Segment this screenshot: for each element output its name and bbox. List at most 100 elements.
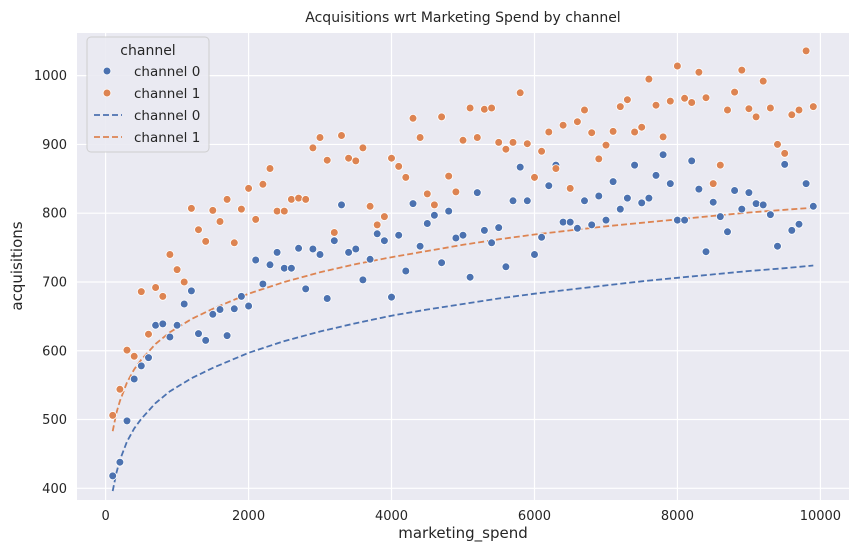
point-channel-1 bbox=[794, 105, 804, 115]
point-channel-1 bbox=[658, 132, 668, 142]
point-channel-1 bbox=[737, 65, 747, 75]
point-channel-0 bbox=[694, 184, 704, 194]
point-channel-1 bbox=[687, 98, 696, 107]
point-channel-0 bbox=[515, 162, 525, 172]
point-channel-0 bbox=[394, 230, 404, 240]
point-channel-1 bbox=[351, 156, 361, 166]
point-channel-1 bbox=[544, 127, 554, 137]
point-channel-0 bbox=[151, 320, 160, 330]
point-channel-1 bbox=[515, 88, 525, 98]
point-channel-0 bbox=[472, 188, 482, 197]
point-channel-1 bbox=[487, 103, 496, 113]
point-channel-1 bbox=[766, 103, 775, 113]
legend-marker bbox=[102, 88, 112, 98]
point-channel-1 bbox=[301, 195, 311, 204]
point-channel-0 bbox=[194, 329, 203, 338]
point-channel-1 bbox=[129, 351, 139, 361]
point-channel-1 bbox=[122, 345, 132, 355]
point-channel-1 bbox=[494, 138, 504, 147]
point-channel-1 bbox=[108, 411, 117, 420]
point-channel-1 bbox=[680, 94, 689, 103]
point-channel-0 bbox=[594, 191, 604, 201]
point-channel-1 bbox=[222, 195, 232, 204]
point-channel-0 bbox=[287, 263, 296, 273]
point-channel-1 bbox=[401, 173, 411, 182]
point-channel-0 bbox=[430, 211, 439, 220]
point-channel-1 bbox=[715, 160, 725, 170]
point-channel-1 bbox=[430, 200, 439, 210]
point-channel-1 bbox=[480, 105, 489, 114]
point-channel-0 bbox=[437, 258, 446, 268]
point-channel-0 bbox=[608, 177, 618, 186]
x-tick-label: 4000 bbox=[375, 509, 408, 524]
point-channel-0 bbox=[358, 275, 368, 285]
x-tick-labels: 0 2000 4000 6000 8000 10000 bbox=[101, 509, 841, 524]
point-channel-0 bbox=[787, 226, 797, 235]
point-channel-1 bbox=[580, 105, 589, 115]
legend-entries: channel 0 channel 1 channel 0 channel 1 bbox=[94, 64, 200, 146]
point-channel-0 bbox=[630, 160, 639, 170]
point-channel-0 bbox=[294, 244, 303, 253]
legend-label: channel 0 bbox=[134, 108, 200, 124]
point-channel-0 bbox=[165, 332, 175, 342]
point-channel-0 bbox=[730, 186, 739, 195]
point-channel-1 bbox=[472, 133, 482, 142]
point-channel-1 bbox=[508, 138, 518, 147]
point-channel-0 bbox=[708, 197, 718, 207]
point-channel-1 bbox=[394, 162, 404, 171]
point-channel-1 bbox=[723, 105, 732, 115]
point-channel-1 bbox=[787, 110, 797, 120]
point-channel-0 bbox=[187, 286, 196, 296]
point-channel-0 bbox=[380, 236, 389, 246]
point-channel-0 bbox=[230, 304, 239, 314]
point-channel-1 bbox=[251, 215, 261, 224]
x-tick-label: 6000 bbox=[518, 509, 551, 524]
point-channel-1 bbox=[587, 128, 596, 138]
point-channel-0 bbox=[387, 292, 396, 302]
point-channel-1 bbox=[808, 102, 818, 111]
point-channel-0 bbox=[766, 210, 775, 219]
point-channel-1 bbox=[644, 74, 654, 84]
y-tick-label: 600 bbox=[42, 344, 67, 359]
point-channel-1 bbox=[558, 120, 568, 130]
point-channel-1 bbox=[372, 220, 382, 230]
x-axis-label: marketing_spend bbox=[398, 524, 528, 543]
point-channel-0 bbox=[301, 284, 311, 294]
point-channel-1 bbox=[630, 127, 639, 137]
point-channel-0 bbox=[530, 250, 539, 259]
point-channel-0 bbox=[144, 353, 153, 362]
point-channel-0 bbox=[508, 196, 518, 206]
point-channel-1 bbox=[565, 184, 575, 193]
point-channel-0 bbox=[201, 336, 211, 345]
point-channel-1 bbox=[665, 96, 675, 106]
point-channel-1 bbox=[215, 217, 225, 226]
point-channel-0 bbox=[315, 250, 325, 259]
point-channel-0 bbox=[237, 292, 246, 301]
point-channel-0 bbox=[601, 215, 611, 225]
fit-line-channel-0 bbox=[111, 264, 814, 492]
point-channel-1 bbox=[601, 140, 611, 150]
legend-marker bbox=[102, 66, 112, 76]
point-channel-1 bbox=[608, 127, 618, 136]
point-channel-1 bbox=[237, 204, 246, 214]
point-channel-0 bbox=[458, 230, 468, 240]
legend-item: channel 0 bbox=[94, 108, 200, 124]
point-channel-0 bbox=[480, 226, 489, 235]
legend-item: channel 1 bbox=[94, 130, 200, 146]
point-channel-1 bbox=[179, 277, 189, 287]
x-tick-label: 8000 bbox=[661, 509, 694, 524]
y-tick-label: 800 bbox=[42, 207, 67, 222]
point-channel-1 bbox=[329, 228, 339, 237]
legend-item: channel 0 bbox=[102, 64, 200, 80]
point-channel-0 bbox=[544, 181, 554, 191]
point-channel-1 bbox=[265, 164, 275, 173]
x-tick-label: 10000 bbox=[800, 509, 841, 524]
point-channel-0 bbox=[408, 199, 418, 208]
point-channel-1 bbox=[244, 184, 253, 193]
point-channel-1 bbox=[294, 193, 303, 203]
legend-box bbox=[86, 36, 210, 153]
point-channel-0 bbox=[451, 233, 461, 243]
